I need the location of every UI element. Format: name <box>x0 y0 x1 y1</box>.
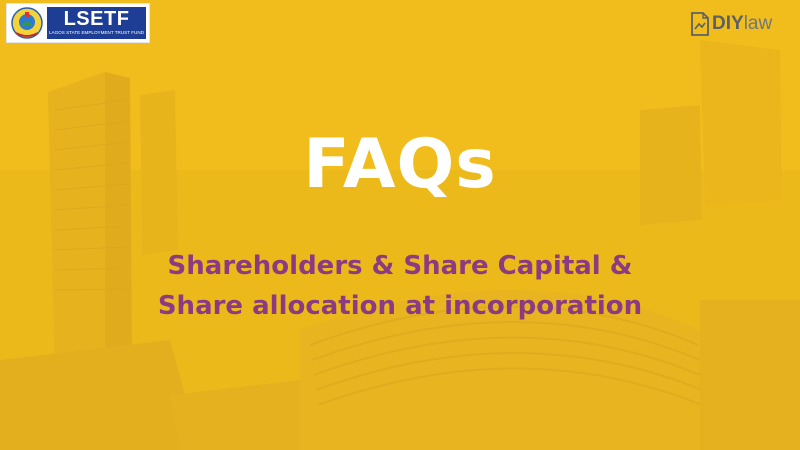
lsetf-name: LSETF <box>63 8 130 30</box>
diylaw-wordmark: DIYlaw <box>712 13 772 35</box>
diylaw-logo: DIYlaw <box>690 12 786 36</box>
slide-title: FAQs <box>303 125 497 204</box>
diylaw-bold: DIY <box>712 13 744 34</box>
slide-subtitle: Shareholders & Share Capital & Share all… <box>0 246 800 326</box>
lsetf-wordmark: LSETF LAGOS STATE EMPLOYMENT TRUST FUND <box>47 7 146 39</box>
lagos-crest-icon <box>11 7 43 39</box>
subtitle-line-2: Share allocation at incorporation <box>157 291 643 321</box>
diylaw-light: law <box>743 13 773 34</box>
document-icon <box>691 12 709 36</box>
subtitle-line-1: Shareholders & Share Capital & <box>167 251 633 281</box>
lsetf-logo: LSETF LAGOS STATE EMPLOYMENT TRUST FUND <box>6 3 150 43</box>
lsetf-tagline: LAGOS STATE EMPLOYMENT TRUST FUND <box>48 30 145 35</box>
